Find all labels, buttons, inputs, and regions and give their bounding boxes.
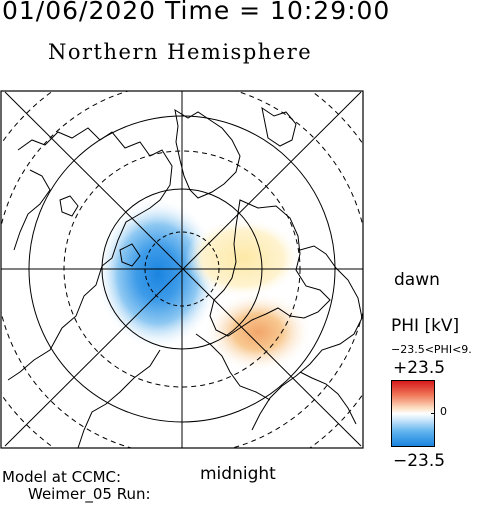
map-frame — [0, 90, 364, 449]
polar-potential-map — [0, 90, 364, 449]
negative-potential-cell — [96, 198, 220, 350]
dawn-label: dawn — [394, 270, 440, 290]
colorbar-max-label: +23.5 — [393, 358, 446, 378]
positive-potential-cell-upper — [185, 218, 301, 298]
time-title: 01/06/2020 Time = 10:29:00 — [2, 0, 391, 25]
polar-grid — [1, 91, 363, 448]
credit-run: Weimer_05 Run: — [28, 485, 151, 503]
colorbar-zero-label: 0 — [440, 405, 447, 418]
credit-model: Model at CCMC: — [2, 468, 122, 486]
colorbar-title: PHI [kV] — [391, 316, 460, 336]
positive-potential-cell — [204, 292, 312, 372]
colorbar-zero-tick — [431, 413, 435, 414]
coastlines — [7, 106, 363, 448]
midnight-label: midnight — [200, 464, 276, 484]
colorbar-range-text: −23.5<PHI<9. — [391, 343, 472, 356]
colorbar — [391, 380, 435, 447]
hemisphere-title: Northern Hemisphere — [48, 40, 313, 64]
colorbar-min-label: −23.5 — [393, 451, 446, 471]
